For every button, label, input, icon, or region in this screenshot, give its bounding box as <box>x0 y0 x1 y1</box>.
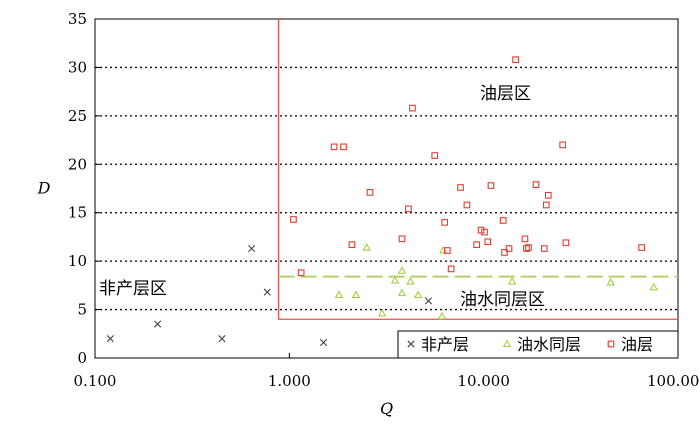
data-point-square <box>505 245 513 252</box>
data-point-x <box>319 338 328 347</box>
legend-box <box>397 330 679 359</box>
data-point-triangle <box>649 282 658 291</box>
x-axis-label: Q <box>380 399 393 418</box>
data-point-triangle <box>406 276 415 285</box>
y-axis-ticks: 0 5 10 15 20 25 30 35 <box>68 10 100 367</box>
data-point-square <box>348 241 356 249</box>
data-point-square <box>638 244 645 251</box>
y-tick-label: 15 <box>68 204 87 222</box>
data-point-triangle <box>334 290 344 299</box>
data-point-square <box>487 182 495 189</box>
y-tick-label: 10 <box>68 252 87 270</box>
data-point-square <box>297 269 305 277</box>
annotation-oil-water-zone: 油水同层区 <box>460 290 545 310</box>
data-point-triangle <box>413 290 423 299</box>
data-point-square <box>366 189 374 196</box>
data-point-triangle <box>606 277 615 286</box>
data-point-triangle <box>351 290 361 299</box>
y-axis-label: D <box>37 179 51 198</box>
x-tick-label: 0.100 <box>74 372 117 390</box>
data-point-square <box>405 205 412 213</box>
annotation-oil-zone: 油层区 <box>480 84 531 104</box>
data-point-x <box>154 320 162 328</box>
data-point-square <box>532 181 540 188</box>
data-point-square <box>409 104 416 112</box>
data-point-square <box>443 247 451 254</box>
legend: 非产层 油水同层 油层 <box>397 330 679 359</box>
data-point-triangle <box>397 288 407 297</box>
data-point-square <box>340 143 347 151</box>
data-point-triangle <box>507 276 517 285</box>
data-point-square <box>457 184 464 191</box>
data-points <box>106 56 658 347</box>
y-tick-label: 35 <box>68 10 87 28</box>
data-point-triangle <box>397 266 407 274</box>
gridlines <box>95 66 678 311</box>
data-point-square <box>441 219 449 226</box>
data-point-square <box>525 244 532 251</box>
data-point-triangle <box>437 311 447 320</box>
data-point-square <box>562 239 570 247</box>
plot-area-frame <box>94 18 679 359</box>
legend-label: 油水同层 <box>517 335 581 354</box>
x-tick-label: 10.000 <box>457 372 510 390</box>
data-point-square <box>544 191 552 199</box>
data-point-square <box>523 245 530 252</box>
y-tick-label: 0 <box>77 349 87 367</box>
data-point-square <box>473 241 480 249</box>
y-tick-label: 30 <box>68 58 87 76</box>
data-point-x <box>248 244 256 253</box>
legend-label: 油层 <box>621 335 653 354</box>
x-tick-label: 1.000 <box>268 372 311 390</box>
data-point-square <box>398 235 406 243</box>
data-point-triangle <box>362 243 371 251</box>
legend-label: 非产层 <box>421 335 469 354</box>
x-tick-label: 100.000 <box>647 372 700 390</box>
zone-boundary-line <box>277 19 678 320</box>
data-point-x <box>263 288 271 296</box>
region-boundaries <box>277 19 678 320</box>
data-point-square <box>477 226 485 234</box>
data-point-square <box>330 143 338 151</box>
data-point-square <box>542 201 550 209</box>
data-point-square <box>499 217 507 224</box>
data-point-triangle <box>377 308 387 317</box>
data-point-square <box>559 141 567 149</box>
annotation-non-productive-zone: 非产层区 <box>99 279 167 299</box>
data-point-square <box>540 245 548 252</box>
data-point-x <box>424 297 433 305</box>
data-point-square <box>481 228 488 236</box>
data-point-x <box>106 335 114 343</box>
data-point-square <box>484 238 492 246</box>
legend-marker-square <box>607 340 615 348</box>
data-point-square <box>431 152 439 159</box>
data-point-x <box>218 335 226 343</box>
data-point-square <box>290 216 297 223</box>
data-point-square <box>463 201 471 209</box>
x-axis-ticks: 0.100 1.000 10.000 100.000 <box>74 353 700 390</box>
legend-marker-triangle <box>502 339 512 347</box>
data-point-square <box>521 235 529 243</box>
y-tick-label: 5 <box>77 301 87 319</box>
y-tick-label: 25 <box>68 107 87 125</box>
data-point-square <box>501 249 508 256</box>
data-point-square <box>512 56 519 64</box>
y-tick-label: 20 <box>68 155 87 173</box>
data-point-square <box>447 265 455 273</box>
legend-marker-x <box>407 340 415 348</box>
data-point-triangle <box>390 275 400 284</box>
